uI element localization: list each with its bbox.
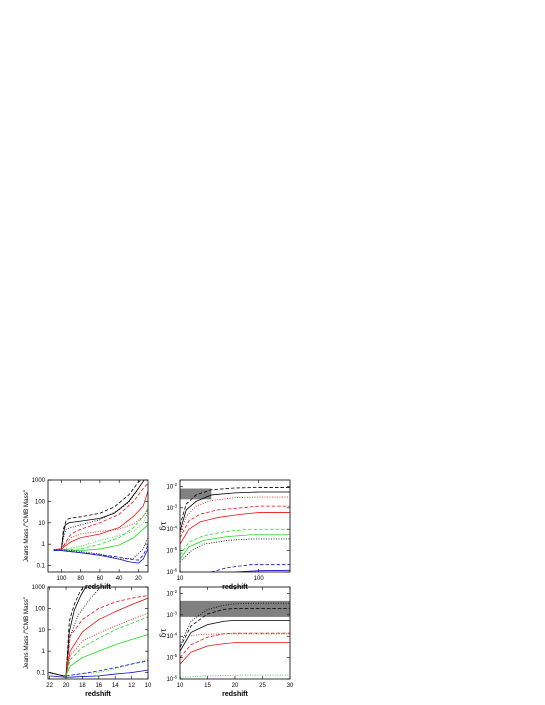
- chart-panel-3: 22 20 18 16 14 12 10 0.1 1 10 100 1000 redshift Jeans…: [23, 585, 152, 698]
- y-tick-label: 10-4: [166, 525, 177, 534]
- y-tick-exponent: -5: [173, 546, 177, 551]
- x-tick-label: 30: [287, 683, 294, 689]
- chart-panel-2: 10 100 10-6 10-5 10-4 10-3 10-2 redshift δτ: [159, 479, 291, 591]
- series-line-red-solid: [180, 512, 290, 545]
- x-tick-label: 100: [56, 576, 67, 582]
- y-tick-exponent: -5: [173, 653, 177, 658]
- x-axis-label: redshift: [222, 584, 248, 591]
- series-line-red-solid: [180, 642, 290, 665]
- series-line-black-solid: [180, 491, 290, 532]
- series-line-green-dotted: [180, 674, 290, 678]
- x-tick-label: 10: [177, 683, 184, 689]
- y-tick-label: 0.1: [37, 564, 46, 570]
- series-line-green-solid: [180, 534, 290, 560]
- x-tick-label: 20: [135, 576, 142, 582]
- series-line-green-dashed: [53, 507, 148, 551]
- series-line-black-dotted: [53, 488, 139, 551]
- series-line-black-dashed: [49, 587, 84, 677]
- series-line-black-dotted: [180, 538, 290, 563]
- x-tick-label: 40: [116, 576, 123, 582]
- series-line-red-solid: [65, 597, 148, 676]
- series-line-red-dashed: [180, 632, 290, 658]
- y-tick-label: 100: [35, 606, 46, 612]
- series-line-black-dashed: [180, 487, 290, 526]
- x-tick-label: 12: [128, 683, 135, 689]
- series-line-green-dashed: [180, 528, 290, 556]
- y-axis-label: Jeans Mass /"CMB Mass": [23, 597, 30, 669]
- x-tick-label: 16: [95, 683, 102, 689]
- series-line-blue-dashed: [53, 544, 148, 561]
- y-tick-label: 10: [38, 628, 45, 634]
- x-tick-label: 20: [232, 683, 239, 689]
- shaded-band: [180, 488, 212, 500]
- y-tick-label: 100: [35, 499, 46, 505]
- series-line-red-dotted: [53, 509, 148, 551]
- x-tick-label: 18: [79, 683, 86, 689]
- y-tick-label: 10-6: [166, 675, 177, 684]
- axes-frame: [47, 479, 149, 573]
- y-tick-label: 10-3: [166, 503, 177, 512]
- y-axis-label: Jeans Mass /"CMB Mass": [23, 490, 30, 562]
- y-tick-exponent: -3: [173, 503, 177, 508]
- y-tick-label: 1: [42, 542, 46, 548]
- series-line-red-dashed: [53, 483, 148, 551]
- y-tick-exponent: -4: [173, 632, 177, 637]
- x-tick-label: 20: [63, 683, 70, 689]
- series-line-red-dashed: [180, 505, 290, 538]
- x-tick-label: 14: [112, 683, 119, 689]
- y-tick-label: 0.1: [37, 671, 46, 677]
- x-tick-label: 25: [259, 683, 266, 689]
- y-tick-label: 1000: [32, 585, 46, 591]
- series-line-green-dotted: [65, 659, 148, 677]
- series-line-black-solid: [180, 619, 290, 652]
- series-line-black-dashed: [53, 480, 142, 551]
- x-axis-label: redshift: [222, 691, 248, 698]
- y-tick-label: 10-5: [166, 653, 177, 662]
- x-tick-label: 60: [97, 576, 104, 582]
- series-line-blue-dashed: [65, 660, 148, 677]
- x-tick-label: 10: [177, 576, 184, 582]
- series-line-red-dashed: [65, 595, 148, 676]
- chart-panel-1: 100 80 60 40 20 0.1 1 10 100 1000 redshift Jeans Ma…: [23, 478, 149, 591]
- x-tick-label: 100: [254, 576, 265, 582]
- y-tick-exponent: -2: [173, 589, 177, 594]
- y-tick-exponent: -6: [173, 675, 177, 680]
- series-line-red-solid: [53, 491, 148, 551]
- series-line-black-dotted: [49, 588, 100, 677]
- y-axis-label: δτ: [159, 521, 168, 531]
- x-axis-label: redshift: [85, 691, 111, 698]
- x-tick-label: 15: [204, 683, 211, 689]
- y-tick-label: 10-2: [166, 589, 177, 598]
- y-tick-label: 10-4: [166, 632, 177, 641]
- series-line-green-solid: [65, 634, 148, 677]
- shaded-band: [180, 600, 290, 617]
- y-tick-label: 10-5: [166, 546, 177, 555]
- y-tick-exponent: -4: [173, 525, 177, 530]
- x-tick-label: 80: [77, 576, 84, 582]
- y-tick-label: 10: [38, 521, 45, 527]
- y-tick-exponent: -3: [173, 610, 177, 615]
- x-tick-label: 22: [46, 683, 53, 689]
- series-line-green-dotted: [53, 512, 148, 551]
- x-tick-label: 10: [145, 683, 152, 689]
- y-tick-exponent: -2: [173, 482, 177, 487]
- y-tick-label: 10-6: [166, 568, 177, 577]
- series-line-black-dotted: [180, 602, 290, 645]
- y-axis-label: δτ: [159, 628, 168, 638]
- axes-frame: [47, 586, 149, 680]
- y-tick-label: 10-2: [166, 482, 177, 491]
- x-axis-label: redshift: [85, 584, 111, 591]
- series-line-blue-dashed: [211, 564, 290, 572]
- y-tick-label: 10-3: [166, 610, 177, 619]
- axes-frame: [179, 479, 291, 573]
- series-line-green-dashed: [65, 616, 148, 676]
- series-line-red-dotted: [190, 633, 290, 636]
- series-line-green-solid: [53, 524, 148, 552]
- y-tick-label: 1: [42, 649, 46, 655]
- chart-panel-4: 10 15 20 25 30 10-6 10-5 10-4 10-3 10-2 redshift δτ: [159, 586, 294, 698]
- series-line-red-dotted: [65, 612, 148, 676]
- y-tick-label: 1000: [32, 478, 46, 484]
- y-tick-exponent: -6: [173, 568, 177, 573]
